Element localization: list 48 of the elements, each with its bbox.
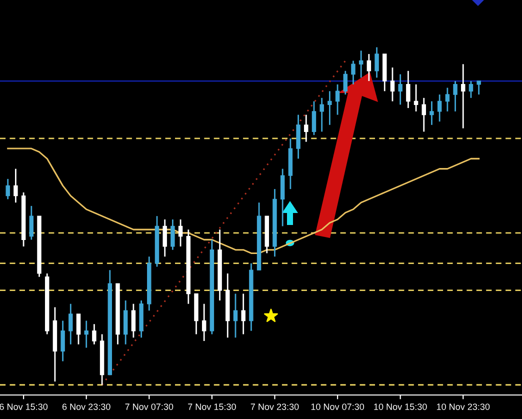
candlestick (320, 97, 324, 132)
candlestick (406, 70, 410, 109)
candlestick (178, 218, 183, 248)
candlestick (60, 320, 65, 362)
candlestick (476, 80, 481, 96)
candlestick (296, 114, 300, 160)
candlestick (304, 114, 308, 142)
candlestick (351, 60, 356, 86)
x-tick-label: 6 Nov 23:30 (62, 404, 110, 410)
x-tick-label: 7 Nov 15:30 (188, 404, 236, 410)
candlestick (358, 50, 364, 78)
candlestick (241, 293, 246, 335)
x-tick-label: 7 Nov 07:30 (125, 404, 174, 410)
candlestick (453, 80, 458, 112)
x-tick-label: 10 Nov 07:30 (311, 404, 364, 410)
candlestick (422, 97, 426, 132)
candlestick (162, 218, 167, 258)
x-tick-label: 10 Nov 23:30 (436, 404, 490, 410)
candlestick (6, 178, 10, 200)
x-tick-label: 10 Nov 15:30 (374, 404, 427, 410)
candlestick (92, 323, 96, 346)
candlestick (76, 313, 81, 346)
candlestick (312, 100, 316, 136)
candlestick (414, 84, 418, 112)
candlestick (14, 168, 18, 204)
candlestick (430, 100, 434, 126)
candlestick (445, 87, 450, 112)
x-tick-label: 6 Nov 15:30 (0, 404, 48, 410)
x-tick-label: 7 Nov 23:30 (250, 404, 299, 410)
candlestick (335, 84, 340, 116)
candlestick (170, 218, 175, 251)
candlestick (123, 300, 128, 346)
candlestick (131, 303, 136, 338)
candlestick (398, 74, 402, 106)
candlestick (84, 320, 88, 348)
candlestick (233, 293, 238, 338)
candlestick (461, 63, 466, 129)
candlestick (374, 46, 379, 78)
candlestick (366, 53, 372, 82)
candlestick (202, 303, 206, 342)
candlestick (390, 66, 395, 102)
candlestick (280, 168, 285, 227)
candlestick (343, 70, 348, 96)
candlestick (468, 80, 474, 99)
candlestick (29, 205, 34, 240)
candlestick (437, 94, 442, 122)
candlestick (68, 303, 73, 346)
candlestick (328, 90, 332, 126)
